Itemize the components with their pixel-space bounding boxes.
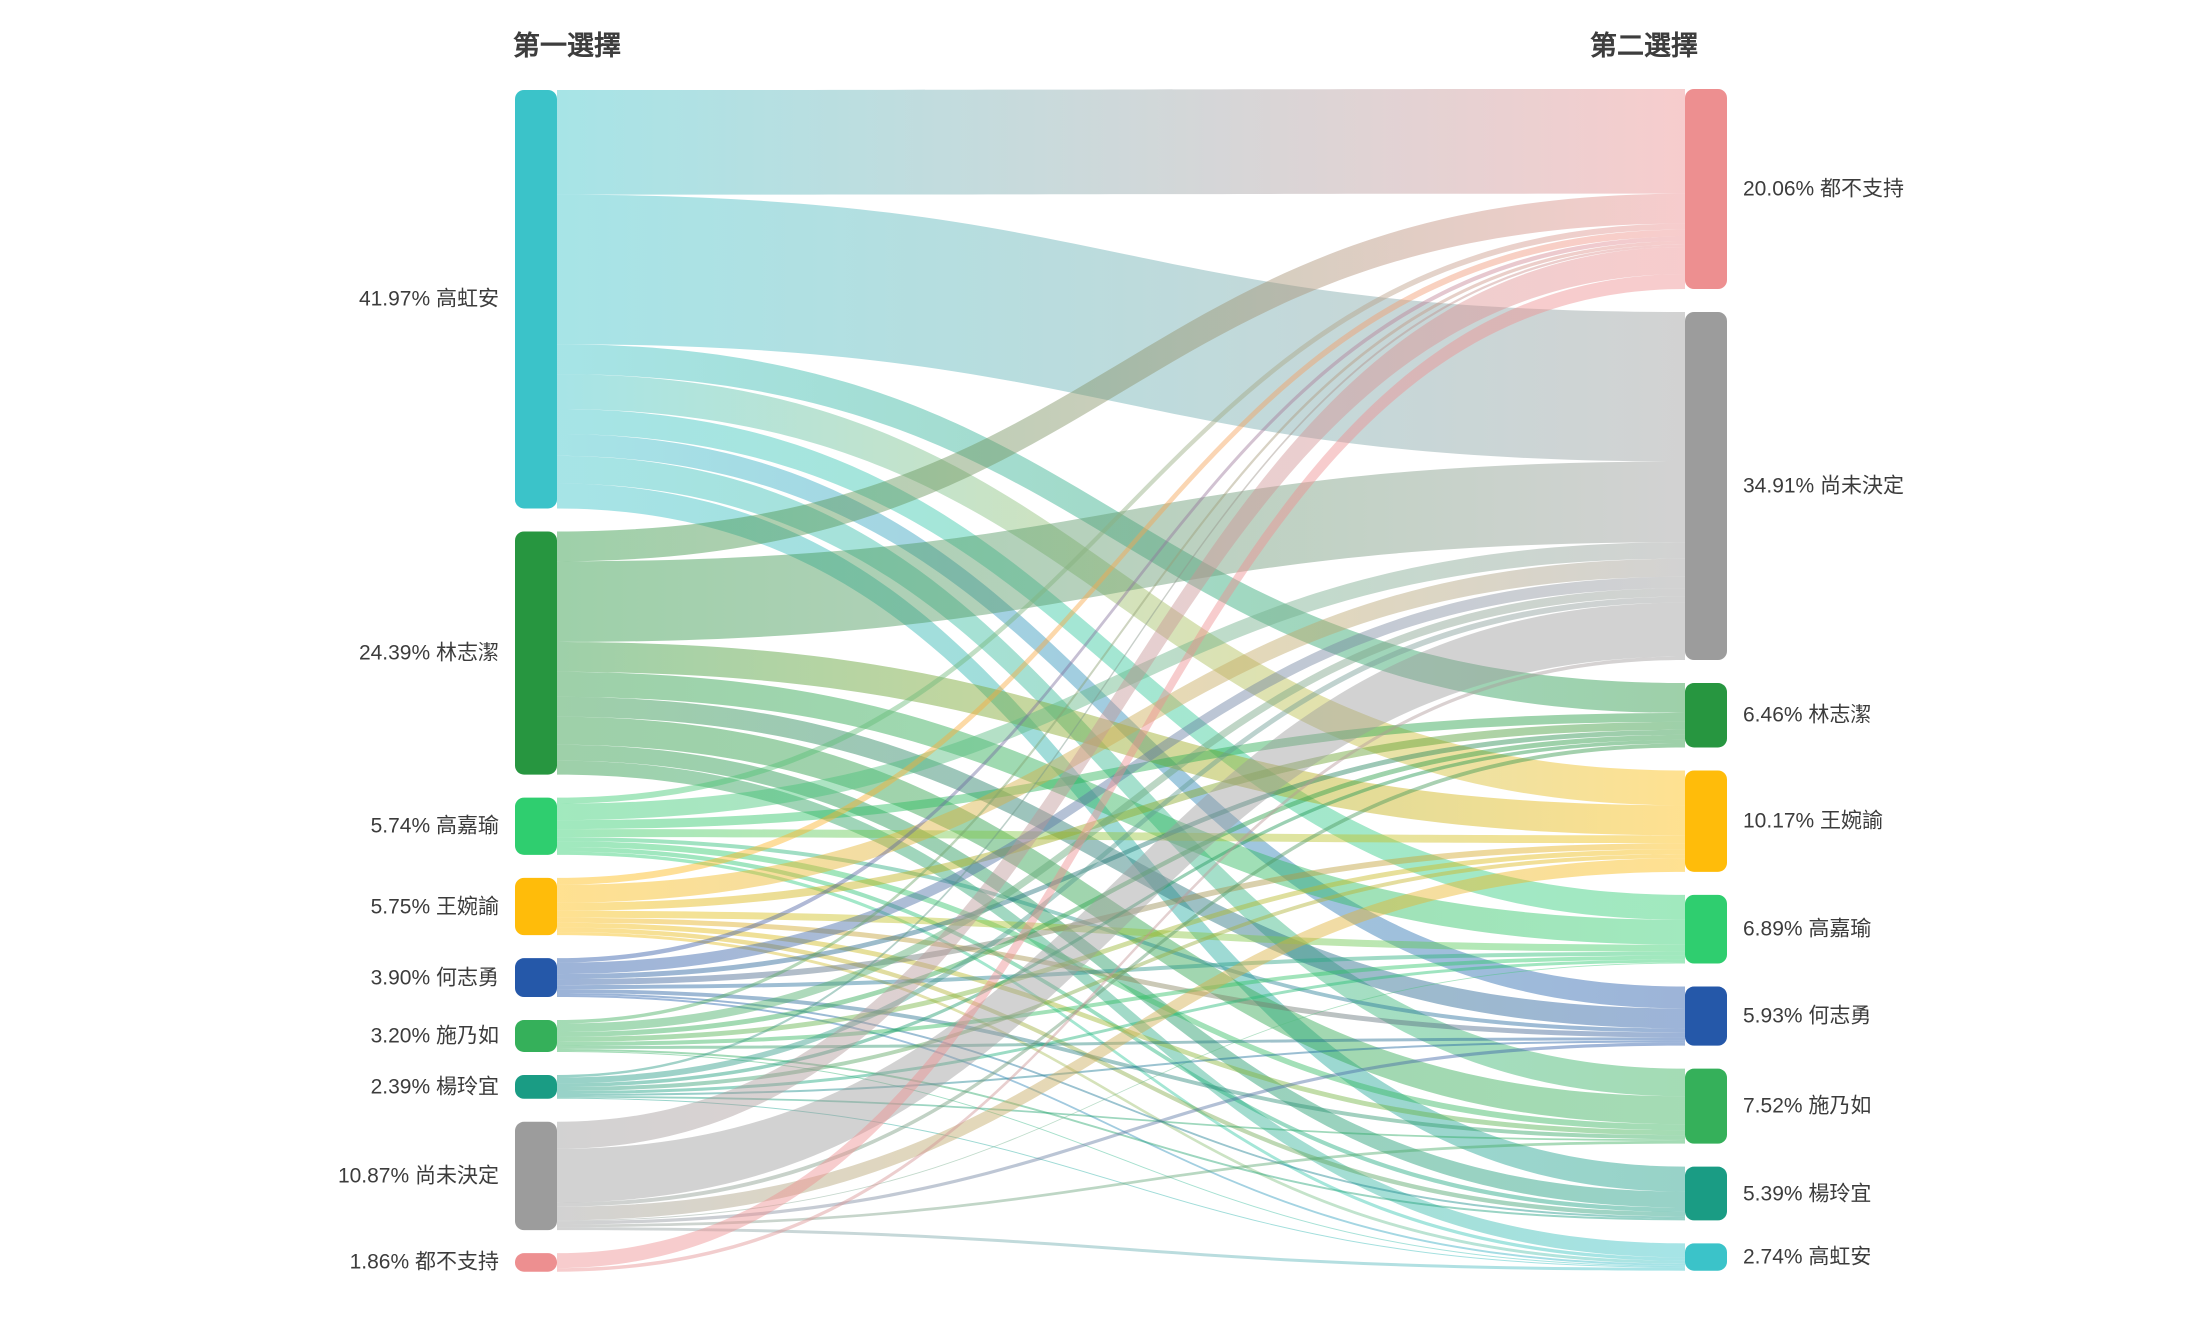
flow-6-4[interactable] — [557, 959, 1685, 1094]
first-choice-label-7: 10.87% 尚未決定 — [337, 1164, 499, 1188]
first-choice-node-4[interactable] — [515, 958, 557, 998]
flow-8-1[interactable] — [557, 656, 1685, 1272]
first-choice-node-3[interactable] — [515, 877, 557, 936]
flow-1-0[interactable] — [557, 193, 1685, 562]
flow-0-1[interactable] — [557, 194, 1685, 462]
flow-2-0[interactable] — [557, 223, 1685, 804]
first-choice-label-8: 1.86% 都不支持 — [349, 1250, 499, 1274]
second-choice-node-7[interactable] — [1685, 1166, 1727, 1221]
flow-7-5[interactable] — [557, 1042, 1685, 1225]
flow-1-5[interactable] — [557, 696, 1685, 1029]
flow-3-8[interactable] — [557, 932, 1685, 1264]
flow-7-8[interactable] — [557, 1227, 1685, 1271]
second-choice-label-8: 2.74% 高虹安 — [1743, 1245, 1872, 1269]
first-choice-node-6[interactable] — [515, 1074, 557, 1099]
flow-3-0[interactable] — [557, 229, 1685, 885]
second-choice-node-2[interactable] — [1685, 683, 1727, 748]
flow-7-1[interactable] — [557, 602, 1685, 1203]
flow-5-3[interactable] — [557, 849, 1685, 1042]
first-choice-label-5: 3.20% 施乃如 — [370, 1024, 499, 1048]
flow-3-5[interactable] — [557, 917, 1685, 1038]
flow-5-0[interactable] — [557, 241, 1685, 1024]
flow-3-7[interactable] — [557, 927, 1685, 1217]
second-choice-node-6[interactable] — [1685, 1068, 1727, 1144]
first-choice-label-1: 24.39% 林志潔 — [358, 641, 499, 665]
flow-6-0[interactable] — [557, 244, 1685, 1078]
flow-4-8[interactable] — [557, 995, 1685, 1266]
first-choice-label-6: 2.39% 楊玲宜 — [370, 1075, 499, 1099]
flow-4-6[interactable] — [557, 989, 1685, 1140]
flow-0-4[interactable] — [557, 409, 1685, 920]
flow-0-5[interactable] — [557, 433, 1685, 1009]
second-choice-header: 第二選擇 — [1590, 31, 1698, 61]
flow-2-6[interactable] — [557, 841, 1685, 1131]
flow-6-1[interactable] — [557, 596, 1685, 1084]
second-choice-label-2: 6.46% 林志潔 — [1743, 703, 1872, 727]
flow-4-4[interactable] — [557, 951, 1685, 990]
second-choice-node-1[interactable] — [1685, 311, 1727, 661]
flow-7-3[interactable] — [557, 858, 1685, 1221]
second-choice-node-5[interactable] — [1685, 986, 1727, 1046]
first-choice-node-1[interactable] — [515, 531, 557, 775]
flow-6-3[interactable] — [557, 854, 1685, 1092]
second-choice-label-3: 10.17% 王婉諭 — [1743, 809, 1884, 833]
second-choice-node-3[interactable] — [1685, 770, 1727, 872]
flow-1-8[interactable] — [557, 760, 1685, 1258]
first-choice-node-7[interactable] — [515, 1121, 557, 1231]
second-choice-label-7: 5.39% 楊玲宜 — [1743, 1182, 1872, 1205]
flow-3-6[interactable] — [557, 922, 1685, 1136]
first-choice-label-2: 5.74% 高嘉瑜 — [370, 814, 499, 838]
flow-2-5[interactable] — [557, 837, 1685, 1033]
second-choice-label-5: 5.93% 何志勇 — [1743, 1004, 1872, 1028]
flow-5-4[interactable] — [557, 955, 1685, 1046]
first-choice-node-0[interactable] — [515, 90, 557, 509]
second-choice-label-4: 6.89% 高嘉瑜 — [1743, 917, 1872, 941]
second-choice-node-0[interactable] — [1685, 89, 1727, 289]
flow-6-6[interactable] — [557, 1095, 1685, 1141]
flow-1-1[interactable] — [557, 461, 1685, 643]
flow-5-1[interactable] — [557, 588, 1685, 1033]
first-choice-label-0: 41.97% 高虹安 — [358, 287, 499, 311]
flow-3-2[interactable] — [557, 721, 1685, 911]
first-choice-node-2[interactable] — [515, 797, 557, 855]
flow-7-0[interactable] — [557, 247, 1685, 1149]
flow-4-2[interactable] — [557, 729, 1685, 980]
second-choice-node-4[interactable] — [1685, 894, 1727, 964]
flow-3-1[interactable] — [557, 558, 1685, 903]
flow-7-4[interactable] — [557, 962, 1685, 1222]
flow-2-3[interactable] — [557, 829, 1685, 844]
first-choice-label-4: 3.90% 何志勇 — [370, 966, 499, 990]
flow-4-0[interactable] — [557, 236, 1685, 963]
first-choice-node-5[interactable] — [515, 1020, 557, 1052]
second-choice-label-0: 20.06% 都不支持 — [1743, 177, 1905, 201]
flow-2-8[interactable] — [557, 851, 1685, 1261]
flow-0-0[interactable] — [557, 89, 1685, 195]
first-choice-header: 第一選擇 — [513, 31, 621, 61]
flow-6-5[interactable] — [557, 1040, 1685, 1096]
second-choice-label-6: 7.52% 施乃如 — [1743, 1094, 1872, 1118]
flow-5-8[interactable] — [557, 1050, 1685, 1267]
flow-7-6[interactable] — [557, 1140, 1685, 1228]
flow-4-7[interactable] — [557, 993, 1685, 1219]
second-choice-label-1: 34.91% 尚未決定 — [1743, 474, 1905, 498]
flow-8-0[interactable] — [557, 274, 1685, 1269]
flow-2-1[interactable] — [557, 542, 1685, 821]
first-choice-node-8[interactable] — [515, 1253, 557, 1272]
flow-7-2[interactable] — [557, 743, 1685, 1207]
first-choice-label-3: 5.75% 王婉諭 — [370, 895, 499, 918]
flow-3-4[interactable] — [557, 910, 1685, 952]
second-choice-node-8[interactable] — [1685, 1243, 1727, 1271]
